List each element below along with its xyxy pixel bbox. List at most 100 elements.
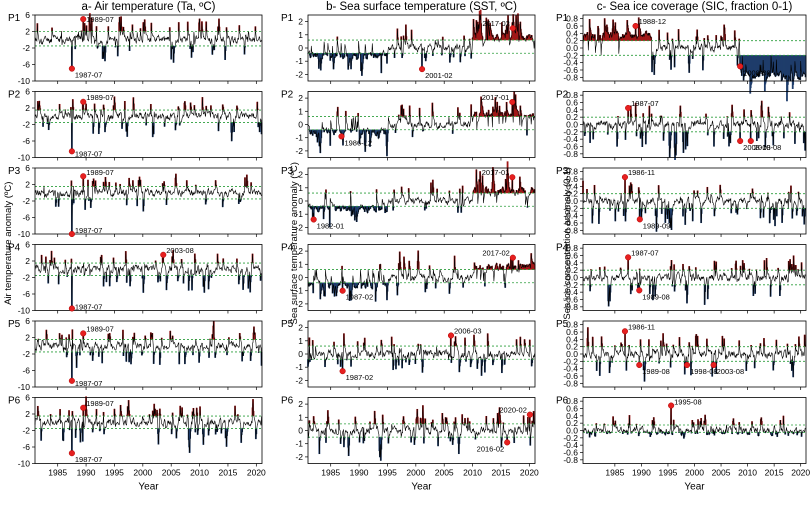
y-tick-label: 0.2: [566, 265, 578, 275]
positive-anomaly-bar: [177, 107, 180, 111]
y-tick-label: -6: [22, 289, 30, 299]
y-tick-label: -2: [22, 273, 30, 283]
y-tick-label: -2: [295, 452, 303, 462]
negative-anomaly-bar: [334, 53, 336, 58]
extreme-label: 2016-02: [477, 444, 505, 453]
panel-label: P4: [281, 243, 294, 254]
positive-anomaly-bar: [522, 188, 525, 194]
x-tick-label: 1990: [350, 468, 369, 478]
positive-anomaly-bar: [679, 105, 682, 118]
panel-p1: P1 6 2 -2 -6 -10 1989-07 1987-07: [8, 10, 263, 86]
extreme-label: 1987-07: [75, 455, 103, 464]
extreme-label: 2020-02: [499, 406, 527, 415]
negative-anomaly-bar: [449, 53, 452, 58]
y-tick-label: -2: [295, 146, 303, 156]
x-tick-label: 1985: [605, 468, 624, 478]
y-tick-label: 0.4: [566, 334, 578, 344]
extreme-label: 1987-02: [346, 293, 374, 302]
y-tick-label: 0.8: [566, 14, 578, 24]
y-tick-label: -0.4: [563, 211, 578, 221]
y-tick-label: 0.4: [566, 28, 578, 38]
positive-anomaly-bar: [528, 34, 531, 41]
negative-anomaly-bar: [362, 206, 365, 209]
positive-anomaly-bar: [533, 264, 536, 270]
negative-anomaly-bar: [153, 351, 156, 355]
positive-anomaly-bar: [507, 182, 510, 194]
chart-1: a- Air temperature (Ta, ºC) Air temperatu…: [3, 1, 266, 493]
negative-anomaly-bar: [386, 129, 389, 142]
y-tick-label: -10: [18, 382, 31, 392]
chart-title: a- Air temperature (Ta, ºC): [82, 1, 216, 13]
y-tick-label: 6: [25, 393, 30, 403]
panel-p1: P1 2 1 0 -1 -2 2017-02 2001-02: [281, 9, 536, 84]
negative-anomaly-bar: [378, 129, 381, 135]
extreme-label: 1987-07: [75, 71, 103, 80]
negative-anomaly-bar: [226, 428, 228, 437]
positive-anomaly-bar: [521, 264, 524, 270]
y-tick-label: -2: [22, 120, 30, 130]
y-tick-label: -0.6: [563, 295, 578, 305]
negative-anomaly-bar: [364, 282, 367, 289]
positive-anomaly-bar: [503, 33, 506, 41]
extreme-label: 1987-07: [75, 150, 103, 159]
negative-anomaly-bar: [328, 282, 331, 289]
extreme-marker: [737, 137, 744, 145]
positive-anomaly-bar: [128, 410, 131, 417]
positive-anomaly-bar: [487, 190, 490, 194]
negative-anomaly-bar: [317, 129, 319, 139]
extreme-marker: [621, 174, 628, 181]
y-tick-label: -0.4: [563, 134, 578, 144]
negative-anomaly-bar: [48, 122, 51, 125]
extreme-marker: [310, 216, 317, 223]
negative-anomaly-bar: [177, 275, 180, 279]
anomaly-series-line: [582, 255, 806, 307]
positive-anomaly-bar: [482, 110, 484, 117]
y-tick-label: 1: [298, 30, 303, 40]
positive-anomaly-bar: [502, 188, 505, 194]
y-tick-label: 0.8: [566, 320, 578, 330]
positive-anomaly-bar: [498, 190, 501, 194]
positive-anomaly-bar: [474, 265, 477, 270]
y-tick-label: 0: [298, 196, 303, 206]
y-tick-label: -0.4: [563, 287, 578, 297]
x-tick-label: 2005: [162, 468, 181, 478]
anomaly-series-line: [307, 91, 535, 157]
y-tick-label: -0.2: [563, 280, 578, 290]
extreme-marker: [636, 287, 643, 294]
positive-anomaly-bar: [88, 13, 91, 32]
negative-anomaly-bar: [189, 428, 192, 439]
y-tick-label: 0.0: [566, 349, 578, 359]
y-tick-label: 0.2: [566, 36, 578, 46]
extreme-label: 2017-02: [482, 249, 510, 258]
panel-p2: P2 6 2 -2 -6 -10 1989-07 1987-07: [8, 87, 263, 163]
extreme-marker: [747, 137, 754, 145]
x-tick-label: 2020: [247, 468, 266, 478]
extreme-marker: [509, 174, 516, 181]
x-tick-label: 2000: [685, 468, 704, 478]
negative-anomaly-bar: [492, 359, 495, 363]
negative-anomaly-bar: [384, 282, 386, 286]
y-tick-label: -10: [18, 76, 31, 86]
panel-label: P2: [281, 90, 294, 101]
negative-anomaly-bar: [71, 198, 74, 206]
positive-anomaly-bar: [528, 264, 531, 270]
negative-anomaly-bar: [359, 129, 362, 139]
y-tick-label: 2: [298, 323, 303, 333]
y-tick-label: 0.8: [566, 396, 578, 406]
negative-anomaly-bar: [347, 437, 350, 457]
negative-anomaly-bar: [351, 206, 353, 215]
extreme-label: 2010-08: [754, 143, 782, 152]
panel-p5: P5 6 2 -2 -6 -10 1989-07 1987-07: [8, 316, 263, 392]
negative-anomaly-bar: [670, 208, 673, 230]
y-tick-label: -0.2: [563, 433, 578, 443]
positive-anomaly-bar: [175, 173, 177, 187]
positive-anomaly-bar: [599, 35, 602, 41]
positive-anomaly-bar: [118, 16, 121, 32]
positive-anomaly-bar: [518, 188, 520, 194]
positive-anomaly-bar: [128, 183, 131, 187]
y-tick-label: 6: [25, 316, 30, 326]
y-tick-label: -2: [295, 299, 303, 309]
panel-p5: P5 2 1 0 -1 -2 2006-03 1987-02: [281, 319, 536, 390]
panel-p2: P20.80.60.40.20.0-0.2-0.4-0.6-0.8 1987-07…: [556, 90, 807, 161]
positive-anomaly-bar: [120, 411, 122, 417]
